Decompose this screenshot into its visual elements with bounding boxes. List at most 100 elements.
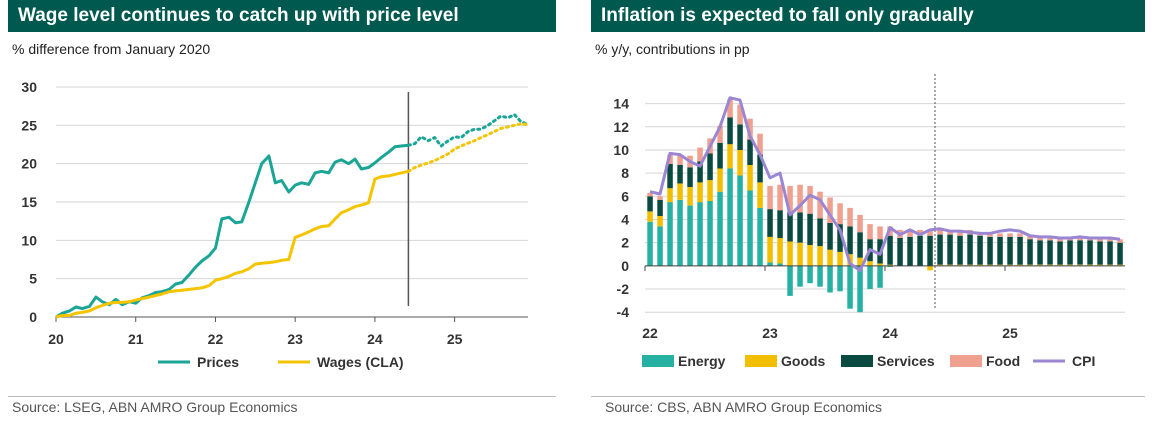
energy-bar-segment [657,226,663,266]
goods-bar-segment [737,149,743,176]
services-bar-segment [687,167,693,187]
food-bar-segment [1097,238,1103,242]
services-bar-segment [927,235,933,266]
goods-bar-segment [1037,264,1043,266]
food-bar-segment [907,229,913,237]
right-source-divider [591,396,1145,397]
food-bar-segment [797,184,803,213]
food-bar-segment [707,138,713,154]
food-bar-segment [1007,233,1013,237]
goods-bar-segment [847,254,853,266]
food-bar-segment [1047,236,1053,241]
energy-bar-segment [847,265,853,309]
services-bar-segment [1007,236,1013,265]
services-bar-segment [737,124,743,150]
food-bar-segment [1027,235,1033,240]
food-bar-segment [807,185,813,214]
energy-bar-segment [827,265,833,293]
food-bar-segment [967,229,973,235]
x-tick-label: 20 [48,331,64,347]
y-tick-label: 5 [29,271,37,287]
goods-bar-segment [677,183,683,200]
energy-bar-segment [857,265,863,313]
services-bar-segment [887,235,893,265]
food-bar-segment [817,191,823,219]
wages-series-line [55,169,409,319]
services-bar-segment [947,234,953,265]
legend-label-goods: Goods [781,353,826,369]
y-tick-label: 10 [21,232,37,248]
y-tick-label: 14 [613,96,629,112]
wages-forecast-series-line [406,122,530,173]
left-chart-title: Wage level continues to catch up with pr… [8,0,556,32]
food-bar-segment [897,229,903,238]
prices-series-line [55,143,409,319]
x-tick-label: 25 [1002,325,1018,341]
left-chart-subtitle: % difference from January 2020 [12,41,211,57]
legend-label-energy: Energy [678,353,726,369]
services-bar-segment [647,196,653,212]
goods-bar-segment [857,257,863,266]
goods-bar-segment [947,264,953,266]
legend-swatch-food [950,355,982,367]
goods-bar-segment [807,245,813,266]
goods-bar-segment [787,241,793,266]
services-bar-segment [1077,240,1083,265]
goods-bar-segment [1097,264,1103,266]
x-tick-label: 23 [762,325,778,341]
x-tick-label: 22 [642,325,658,341]
goods-bar-segment [937,264,943,266]
services-bar-segment [1067,240,1073,265]
y-tick-label: 6 [621,188,629,204]
goods-bar-segment [647,211,653,222]
goods-bar-segment [797,242,803,266]
food-bar-segment [977,232,983,236]
energy-bar-segment [737,175,743,266]
services-bar-segment [827,223,833,250]
y-tick-label: 0 [29,309,37,325]
y-tick-label: 10 [613,142,629,158]
cpi-series-line [649,96,1121,272]
goods-bar-segment [1087,264,1093,266]
legend-label-wages: Wages (CLA) [317,354,404,370]
food-bar-segment [777,184,783,211]
goods-bar-segment [717,168,723,192]
goods-bar-segment [1067,264,1073,266]
goods-bar-segment [967,264,973,266]
legend-swatch-energy [642,355,674,367]
food-bar-segment [667,154,673,164]
services-bar-segment [697,161,703,183]
legend-label-food: Food [986,353,1020,369]
food-bar-segment [697,147,703,162]
goods-bar-segment [757,182,763,208]
prices-forecast-series-line [406,113,530,148]
x-tick-label: 24 [882,325,898,341]
food-bar-segment [917,229,923,236]
food-bar-segment [717,125,723,143]
services-bar-segment [767,209,773,237]
goods-bar-segment [887,264,893,266]
food-bar-segment [997,233,1003,237]
energy-bar-segment [777,263,783,266]
legend-label-prices: Prices [197,354,239,370]
services-bar-segment [877,239,883,264]
x-tick-label: 21 [128,331,144,347]
x-tick-label: 24 [367,331,383,347]
services-bar-segment [1087,240,1093,265]
y-tick-label: 30 [21,79,37,95]
energy-bar-segment [707,200,713,266]
energy-bar-segment [797,265,803,287]
food-bar-segment [847,207,853,227]
food-bar-segment [727,99,733,118]
food-bar-segment [657,196,663,200]
energy-bar-segment [837,265,843,292]
energy-bar-segment [677,199,683,266]
goods-bar-segment [707,180,713,201]
goods-bar-segment [667,188,673,203]
legend-label-services: Services [877,353,935,369]
services-bar-segment [727,117,733,145]
services-bar-segment [717,143,723,169]
goods-bar-segment [827,249,833,266]
energy-bar-segment [787,265,793,296]
right-chart-subtitle: % y/y, contributions in pp [595,41,750,57]
